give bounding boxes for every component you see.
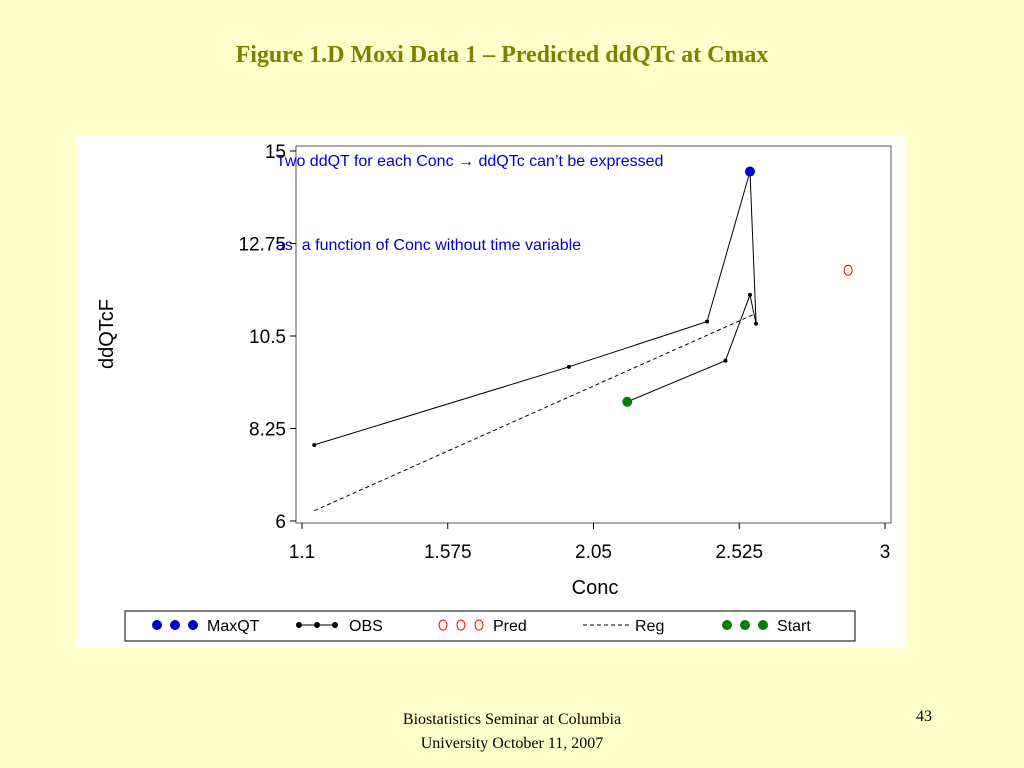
- start-point: [622, 396, 633, 407]
- legend-marker: [758, 620, 768, 630]
- obs-point: [723, 358, 728, 363]
- subtitle-line-1: Two ddQT for each Conc → ddQTc can’t be …: [276, 153, 664, 170]
- legend-label: Reg: [635, 618, 664, 635]
- legend-item-obs: OBS: [296, 618, 383, 635]
- footer-line-2: University October 11, 2007: [420, 735, 604, 752]
- legend-marker: [474, 619, 484, 631]
- obs-point: [705, 319, 710, 324]
- reg-line: [314, 312, 757, 512]
- x-axis-label: Conc: [572, 577, 619, 599]
- legend-marker: [332, 622, 338, 628]
- legend-marker: [456, 619, 466, 631]
- obs-line: [314, 171, 757, 446]
- obs-point: [312, 442, 317, 447]
- legend: MaxQT OBS Pred Reg Start: [124, 610, 856, 642]
- maxqt-point: [744, 166, 755, 177]
- legend-item-pred: Pred: [438, 618, 527, 635]
- y-tick-label: 6: [275, 512, 286, 533]
- chart: 6 8.25 10.5 12.75 15 1.1 1.575 2.05 2.525 3 ddQT…: [96, 142, 892, 642]
- x-tick-label: 2.525: [715, 542, 763, 563]
- legend-marker: [170, 620, 180, 630]
- obs-point: [747, 292, 752, 297]
- x-tick-label: 1.575: [424, 542, 472, 563]
- y-tick-label: 10.5: [249, 327, 286, 348]
- legend-marker: [314, 622, 320, 628]
- x-tick-label: 3: [880, 542, 891, 563]
- y-tick-label: 15: [265, 142, 286, 163]
- legend-marker: [296, 622, 302, 628]
- y-tick-label: 8.25: [249, 420, 286, 441]
- y-axis: 6 8.25 10.5 12.75 15: [238, 142, 296, 533]
- legend-frame: [124, 610, 856, 642]
- y-tick-label: 12.75: [238, 235, 286, 256]
- legend-item-start: Start: [722, 618, 811, 635]
- legend-label: Start: [777, 618, 811, 635]
- footer-caption: Biostatistics Seminar at Columbia Univer…: [312, 708, 712, 756]
- plot-marks: [312, 166, 853, 512]
- legend-marker: [740, 620, 750, 630]
- legend-item-maxqt: MaxQT: [152, 618, 260, 635]
- subtitle: Two ddQT for each Conc → ddQTc can’t be …: [276, 92, 663, 288]
- chart-panel: 6 8.25 10.5 12.75 15 1.1 1.575 2.05 2.525 3 ddQT…: [77, 136, 905, 648]
- legend-marker: [152, 620, 162, 630]
- legend-label: Pred: [493, 618, 527, 635]
- footer-line-1: Biostatistics Seminar at Columbia: [402, 711, 622, 728]
- obs-point: [566, 364, 571, 369]
- legend-item-reg: Reg: [583, 618, 664, 635]
- slide-title: Figure 1.D Moxi Data 1 – Predicted ddQTc…: [235, 42, 769, 68]
- x-tick-label: 1.1: [289, 542, 315, 563]
- obs-point: [754, 321, 759, 326]
- subtitle-line-2: as a function of Conc without time varia…: [276, 237, 582, 254]
- pred-point: [843, 264, 853, 276]
- legend-marker: [188, 620, 198, 630]
- x-tick-label: 2.05: [575, 542, 612, 563]
- page-number: 43: [916, 708, 932, 725]
- legend-label: OBS: [349, 618, 383, 635]
- legend-marker: [722, 620, 732, 630]
- y-axis-label: ddQTcF: [96, 299, 118, 369]
- legend-label: MaxQT: [207, 618, 260, 635]
- x-axis: 1.1 1.575 2.05 2.525 3: [289, 523, 891, 563]
- legend-marker: [438, 619, 448, 631]
